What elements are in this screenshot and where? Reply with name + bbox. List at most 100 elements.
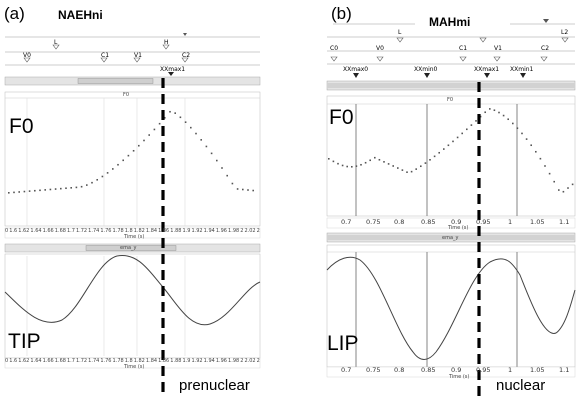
panel-b-ema-thumb	[327, 235, 575, 240]
panel-a-tick: 1.88	[170, 358, 182, 364]
panel-a-event-label: XXmax1	[160, 66, 186, 73]
panel-b-f0-point	[571, 183, 574, 186]
panel-a-tick: 1.74	[88, 228, 100, 234]
panel-b-f0-point	[438, 151, 440, 154]
panel-b-event-label-min1: XXmin1	[510, 66, 534, 73]
panel-a-tick: 1.64	[30, 228, 42, 234]
panel-a-f0-point	[143, 139, 145, 142]
panel-b-f0-point	[332, 160, 335, 163]
panel-a-f0-point	[210, 152, 213, 155]
panel-a-marker-C1	[100, 57, 108, 63]
panel-b-f0-point	[443, 148, 445, 150]
panel-b-landmark-L2: L2	[561, 29, 569, 36]
panel-b-event-marker-min0	[424, 73, 430, 78]
panel-b-f0-point	[401, 169, 404, 171]
panel-a-tick: 1.82	[133, 358, 145, 364]
panel-a-f0-point	[195, 132, 197, 135]
panel-b-f0-point	[406, 171, 408, 173]
panel-a-tick: 1.88	[170, 228, 182, 234]
panel-a-f0-point	[236, 188, 239, 190]
panel-b-f0-point	[475, 120, 477, 122]
panel-b-f0-point	[433, 155, 436, 158]
panel-b-event-marker-min1	[520, 73, 526, 78]
panel-b-f0-header: F0	[447, 97, 454, 103]
panel-b-tick: 0.7	[341, 218, 352, 226]
panel-a-scroll-thumb	[77, 78, 154, 84]
panel-a-tick: 1.7	[66, 228, 75, 234]
panel-a-tick: 1.78	[112, 358, 124, 364]
panel-a-f0-point	[158, 122, 161, 125]
panel-b-f0-point	[420, 165, 422, 168]
panel-a-f0-point	[216, 159, 218, 162]
panel-b-f0-point	[521, 132, 523, 135]
panel-a-title: NAEHni	[58, 8, 103, 22]
panel-a-marker-H	[162, 44, 170, 50]
panel-b-f0-point	[383, 161, 385, 163]
panel-b-f0-point	[397, 167, 399, 169]
panel-b-event-marker-max0	[353, 73, 359, 78]
panel-a-tip-pane	[4, 253, 261, 359]
panel-b-f0-point	[374, 156, 376, 159]
panel-b-f0-point	[484, 111, 486, 114]
panel-b-event-label-min0: XXmin0	[414, 66, 438, 73]
panel-a-marker-V0	[23, 57, 31, 63]
panel-b-caption: nuclear	[496, 377, 546, 394]
panel-a-landmark-C1: C1	[101, 52, 110, 59]
panel-a-landmark-H: H	[164, 39, 169, 46]
panel-a-tick: 1.8	[124, 228, 133, 234]
panel-a-f0-point	[39, 189, 41, 192]
panel-b-tag: (b)	[331, 4, 352, 23]
panel-a-caption: prenuclear	[179, 377, 250, 394]
panel-a-f0-point	[96, 178, 98, 181]
panel-a-f0-point	[106, 172, 109, 174]
panel-a-f0-point	[252, 189, 254, 192]
panel-a-f0-point	[184, 121, 187, 123]
panel-b-marker-C0	[330, 56, 338, 62]
panel-b-f0-point	[328, 158, 330, 160]
panel-a-tip-trajectory	[4, 255, 261, 326]
panel-b-f0-point	[429, 158, 431, 161]
panel-b-f0-point	[415, 168, 417, 170]
panel-b-tick: 0.8	[394, 366, 405, 374]
panel-a-tick: 1.82	[133, 228, 145, 234]
panel-a-f0-point	[164, 116, 166, 119]
panel-b-tick: 0.9	[451, 366, 462, 374]
panel-a-f0-point	[23, 190, 26, 193]
panel-b-f0-point	[502, 114, 505, 117]
panel-a-f0-header: F0	[123, 92, 130, 98]
panel-b-artic-label: LIP	[327, 332, 359, 355]
panel-a-tick: 1.62	[18, 358, 30, 364]
panel-a-tick: 1.6	[9, 358, 18, 364]
panel-b-landmark-L: L	[398, 29, 402, 36]
panel-b-f0-contour	[328, 108, 574, 193]
panel-b-tick: 0.95	[476, 366, 491, 374]
panel-a-f0-point	[221, 167, 223, 169]
panel-a-tick: 2	[256, 228, 260, 234]
panel-b-f0-point	[562, 190, 565, 193]
panel-b-f0-point	[355, 165, 358, 167]
panel-a-tick: 1.62	[18, 228, 30, 234]
panel-b-f0-point	[489, 108, 491, 110]
panel-a-f0-point	[86, 184, 88, 186]
panel-b-f0-point	[544, 165, 546, 167]
panel-a-axis-strip-bottom	[4, 357, 261, 369]
panel-a-tick: 1.84	[145, 358, 158, 364]
panel-a-tick: 1.9	[182, 358, 191, 364]
panel-b-marker-L2	[561, 37, 569, 43]
panel-b-f0-point	[341, 164, 344, 167]
panel-a-tick: 1.68	[54, 358, 66, 364]
panel-b-top-marker	[543, 19, 549, 23]
panel-b-f0-point	[369, 159, 371, 162]
panel-a-f0-point	[49, 188, 52, 191]
panel-a-event-marker	[168, 72, 174, 76]
panel-b-f0-point	[530, 144, 532, 147]
panel-a-ema-header: ema_y	[120, 245, 137, 251]
panel-a-tick: 1.94	[203, 228, 215, 234]
panel-a-tick: 1.92	[191, 358, 203, 364]
panel-a-f0-point	[247, 189, 249, 191]
panel-b-tick: 1.05	[530, 366, 545, 374]
panel-a-f0-point	[231, 182, 234, 185]
panel-b-f0-point	[470, 124, 473, 126]
